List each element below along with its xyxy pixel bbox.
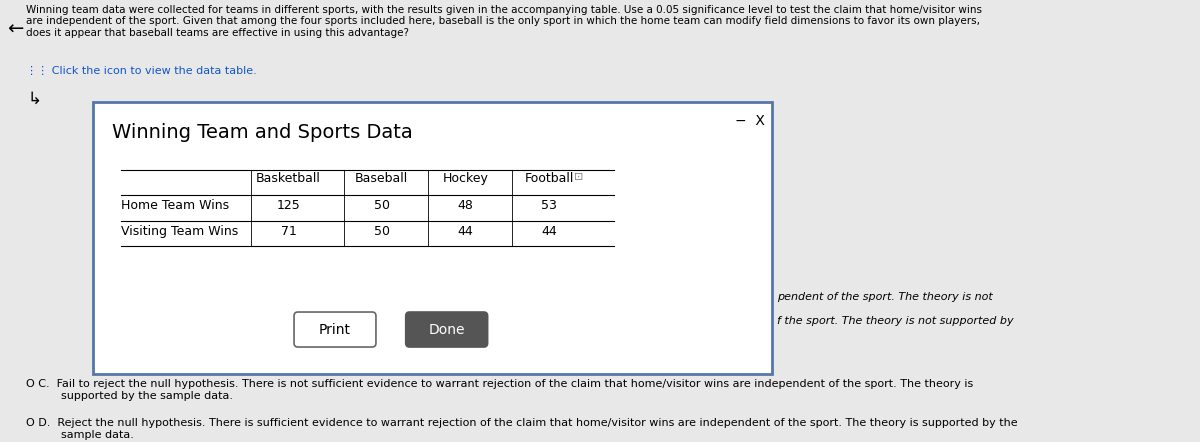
Text: Hockey: Hockey [443, 172, 488, 185]
Text: f the sport. The theory is not supported by: f the sport. The theory is not supported… [778, 316, 1014, 326]
Text: ←: ← [7, 19, 24, 38]
Text: ⋮⋮ Click the icon to view the data table.: ⋮⋮ Click the icon to view the data table… [26, 66, 257, 76]
Text: Football: Football [524, 172, 574, 185]
Text: 71: 71 [281, 225, 296, 237]
Text: ⊡: ⊡ [574, 172, 583, 182]
Text: 44: 44 [457, 225, 473, 237]
Text: Baseball: Baseball [355, 172, 408, 185]
Text: Done: Done [428, 323, 464, 336]
Text: 50: 50 [373, 225, 390, 237]
Text: pendent of the sport. The theory is not: pendent of the sport. The theory is not [778, 292, 992, 301]
FancyBboxPatch shape [94, 102, 773, 374]
Text: Print: Print [319, 323, 352, 336]
Text: Winning team data were collected for teams in different sports, with the results: Winning team data were collected for tea… [26, 5, 982, 38]
FancyBboxPatch shape [294, 312, 376, 347]
Text: 44: 44 [541, 225, 557, 237]
Text: Home Team Wins: Home Team Wins [121, 199, 229, 212]
Text: Basketball: Basketball [256, 172, 320, 185]
Text: 125: 125 [276, 199, 300, 212]
Text: 50: 50 [373, 199, 390, 212]
FancyBboxPatch shape [406, 312, 487, 347]
Text: ↳: ↳ [28, 89, 42, 107]
Text: Visiting Team Wins: Visiting Team Wins [121, 225, 239, 237]
Text: 53: 53 [541, 199, 557, 212]
Text: 48: 48 [457, 199, 473, 212]
Text: −  X: − X [736, 114, 766, 128]
Text: Winning Team and Sports Data: Winning Team and Sports Data [112, 123, 413, 142]
Text: O D.  Reject the null hypothesis. There is sufficient evidence to warrant reject: O D. Reject the null hypothesis. There i… [26, 418, 1018, 440]
Text: O C.  Fail to reject the null hypothesis. There is not sufficient evidence to wa: O C. Fail to reject the null hypothesis.… [26, 379, 973, 401]
